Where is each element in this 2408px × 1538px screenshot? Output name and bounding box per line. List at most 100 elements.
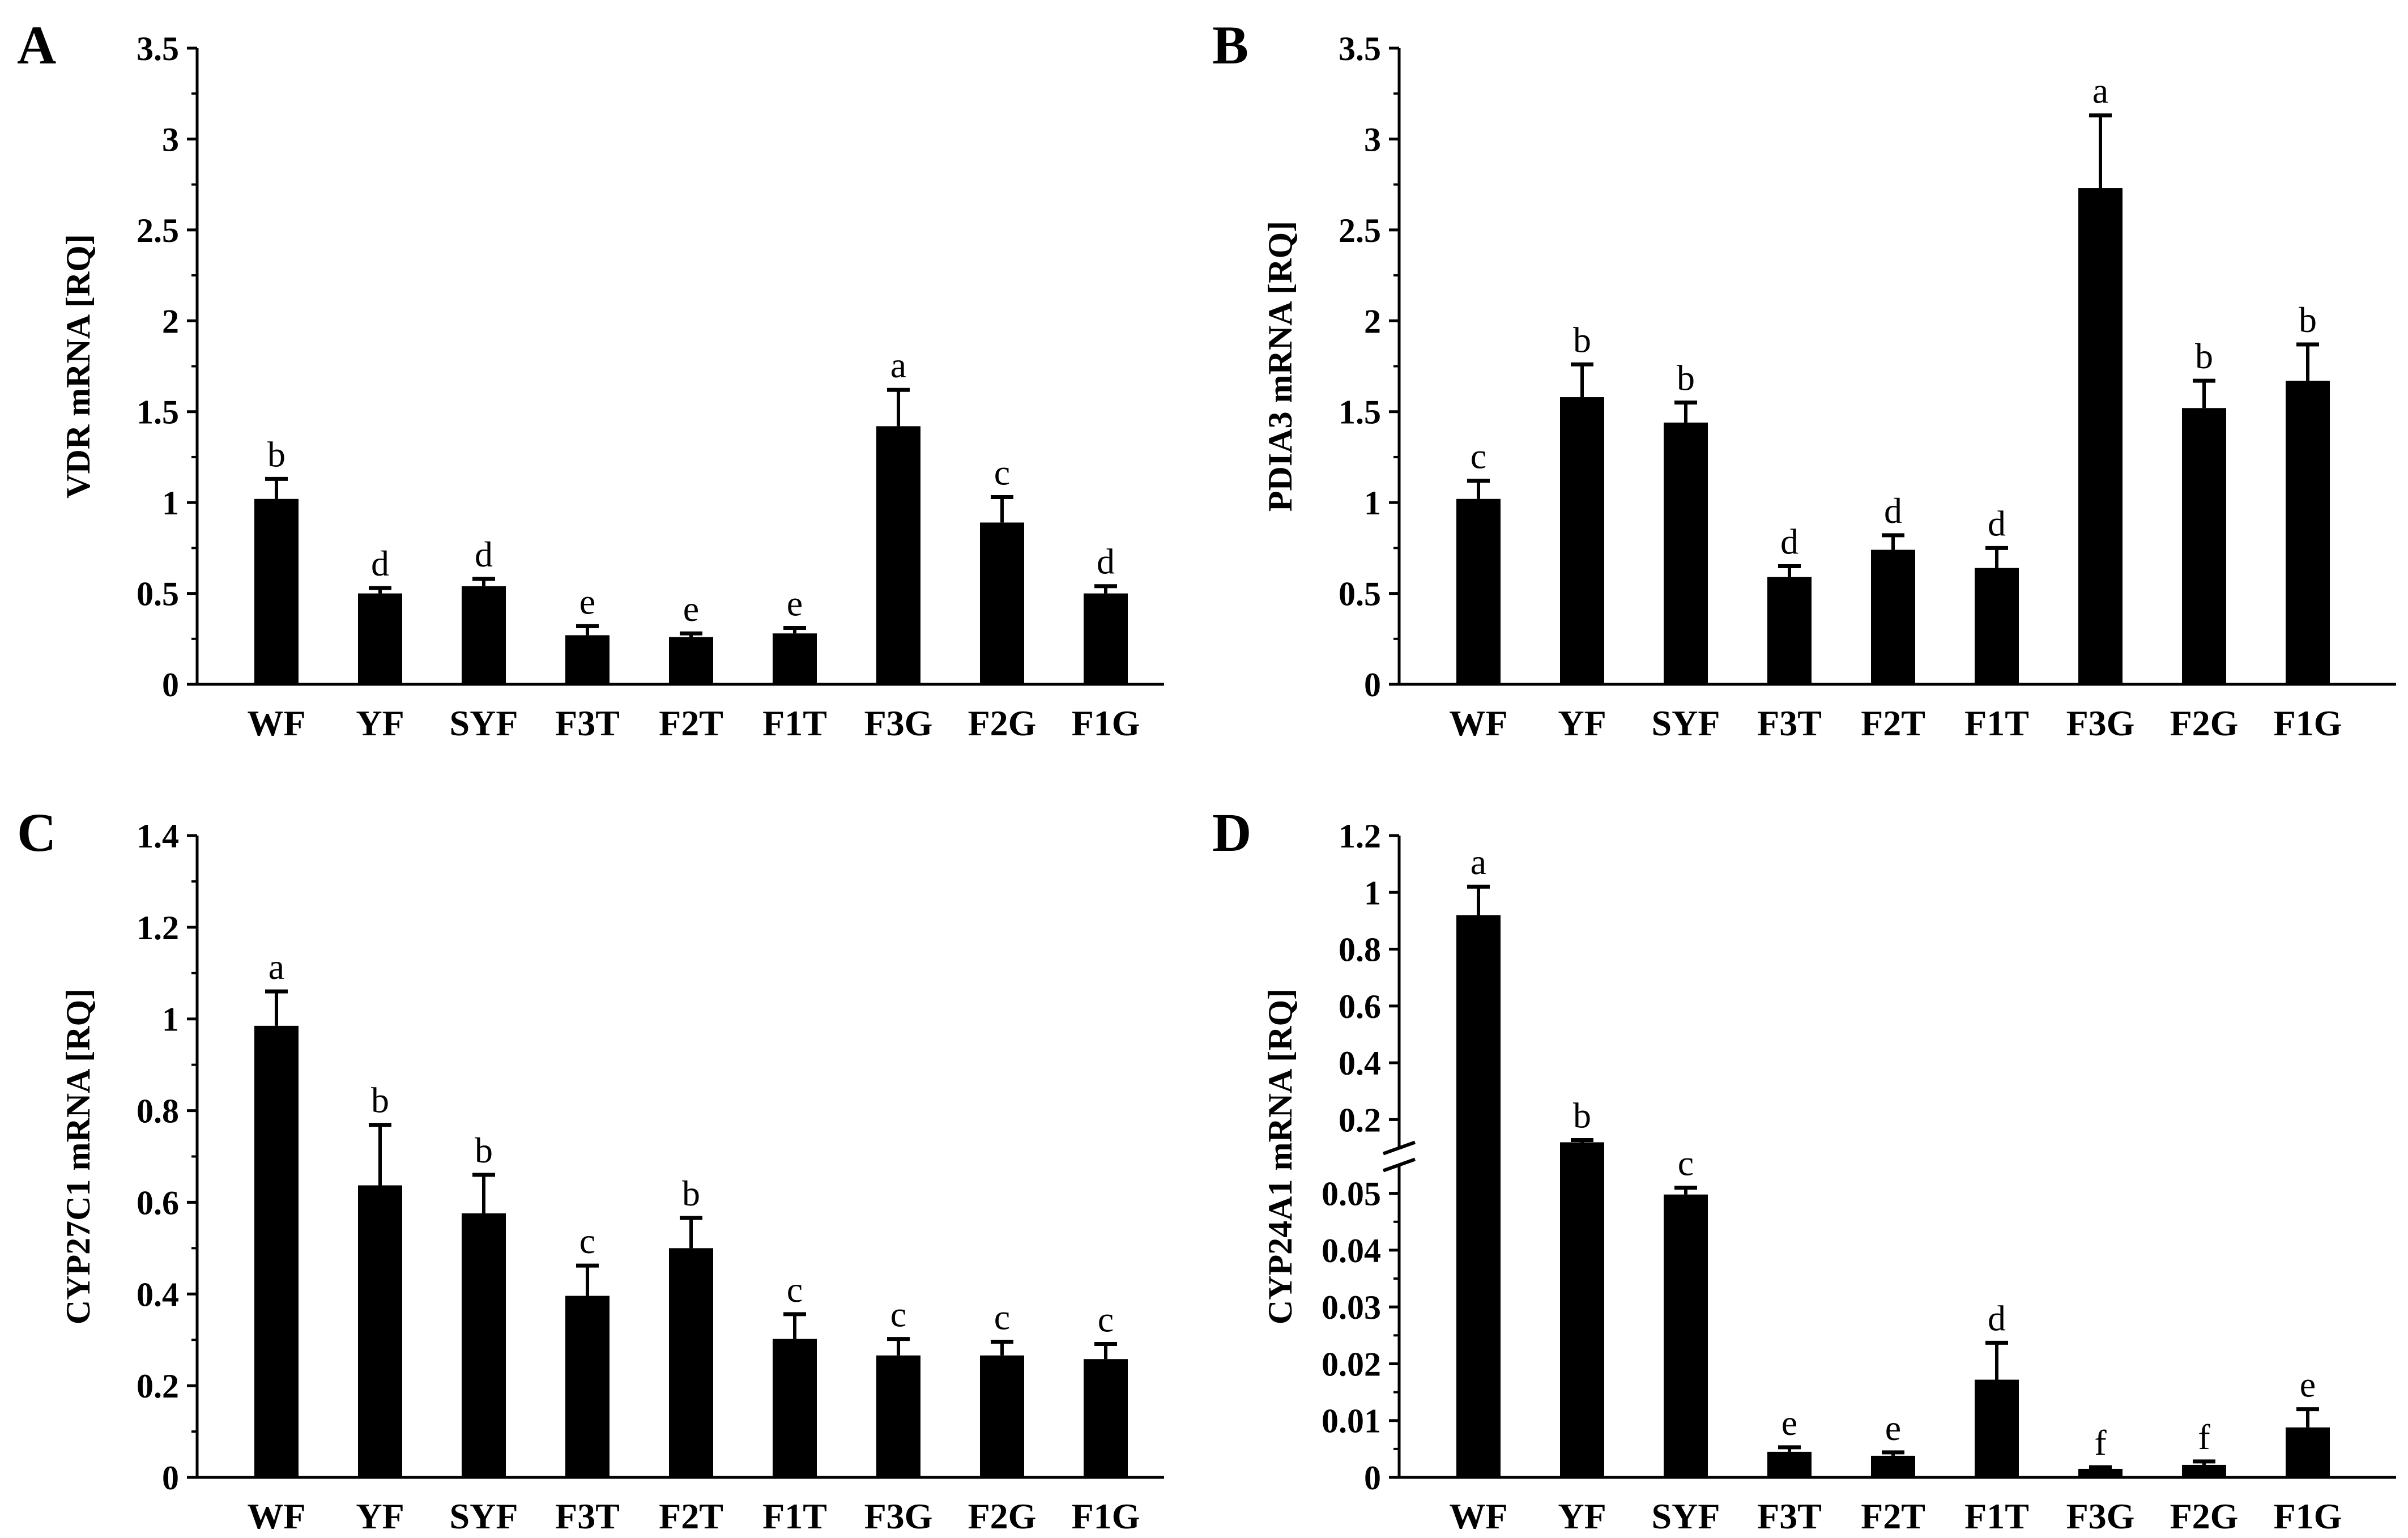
y-tick-label: 0.4 <box>137 1276 179 1313</box>
bar-wf <box>1456 499 1501 684</box>
significance-letter: b <box>371 1080 389 1121</box>
x-tick-label: WF <box>1449 1496 1507 1536</box>
significance-letter: e <box>579 581 595 621</box>
y-tick-label: 0.03 <box>1322 1289 1381 1326</box>
y-tick-label: 0.02 <box>1322 1345 1381 1383</box>
axis-break-mark <box>1382 1157 1416 1173</box>
y-tick-label: 1 <box>162 484 179 522</box>
bar-f2t <box>1871 549 1915 684</box>
bar-f3g <box>876 426 920 684</box>
significance-letter: a <box>890 345 906 385</box>
panel-letter: D <box>1212 802 1251 863</box>
x-tick-label: SYF <box>1652 703 1720 743</box>
x-tick-label: WF <box>247 1496 305 1536</box>
x-tick-label: F3G <box>2066 703 2135 743</box>
x-tick-label: F2G <box>2170 1496 2239 1536</box>
bar-f1t <box>1975 1379 2019 1477</box>
y-tick-label: 2 <box>1364 303 1381 340</box>
bar-syf <box>1664 1194 1708 1477</box>
significance-letter: d <box>1988 503 2006 543</box>
x-tick-label: WF <box>247 703 305 743</box>
y-tick-label: 0.8 <box>137 1093 179 1130</box>
y-axis-label: VDR mRNA [RQ] <box>59 234 97 499</box>
significance-letter: e <box>683 589 699 629</box>
y-tick-label: 2.5 <box>137 212 179 249</box>
bar-wf <box>1456 915 1501 1477</box>
significance-letter: f <box>2094 1422 2107 1463</box>
bar-f1t <box>1975 568 2019 684</box>
y-tick-label: 0.01 <box>1322 1403 1381 1440</box>
x-tick-label: YF <box>356 1496 404 1536</box>
x-tick-label: F2G <box>2170 703 2239 743</box>
bar-yf <box>358 593 402 684</box>
significance-letter: f <box>2198 1417 2210 1457</box>
significance-letter: e <box>1782 1403 1797 1443</box>
x-tick-label: F1G <box>1072 1496 1140 1536</box>
x-tick-label: F3G <box>2066 1496 2135 1536</box>
x-tick-label: F3G <box>864 1496 933 1536</box>
y-tick-label: 0 <box>162 1459 179 1497</box>
x-tick-label: F2T <box>659 703 723 743</box>
y-tick-label: 1 <box>1364 874 1381 911</box>
x-tick-label: SYF <box>1652 1496 1720 1536</box>
x-tick-label: SYF <box>450 703 518 743</box>
y-tick-label: 1.2 <box>137 909 179 947</box>
y-tick-label: 3 <box>1364 121 1381 158</box>
bar-f2g <box>2182 1464 2226 1477</box>
y-tick-label: 3.5 <box>1339 30 1381 67</box>
x-tick-label: F1G <box>2274 703 2342 743</box>
y-tick-label: 1.4 <box>137 817 179 855</box>
x-tick-label: F1T <box>1964 703 2029 743</box>
x-tick-label: F3T <box>555 703 620 743</box>
y-tick-label: 3 <box>162 121 179 158</box>
x-tick-label: F2G <box>968 703 1037 743</box>
y-tick-label: 2 <box>162 303 179 340</box>
x-tick-label: F2T <box>659 1496 723 1536</box>
significance-letter: e <box>2300 1365 2316 1405</box>
panel-letter: A <box>17 15 56 75</box>
significance-letter: b <box>2195 336 2213 376</box>
bar-yf <box>1560 397 1604 684</box>
bar-f2g <box>2182 408 2226 684</box>
y-tick-label: 1 <box>162 1001 179 1038</box>
bar-f2t <box>1871 1455 1915 1477</box>
panel-d: D 0 0.01 0.02 0.03 0.04 0.05 0.2 0.4 0.6 0.8 1 1.2 CY… <box>1212 802 2396 1536</box>
x-tick-label: F3T <box>1757 703 1822 743</box>
x-tick-label: F1G <box>2274 1496 2342 1536</box>
x-tick-label: WF <box>1449 703 1507 743</box>
y-axis-label: CYP24A1 mRNA [RQ] <box>1261 989 1299 1324</box>
axis-break-mark <box>1382 1140 1416 1156</box>
significance-letter: e <box>787 583 803 624</box>
bar-f3t <box>565 635 610 684</box>
panel-c: C 0 0.2 0.4 0.6 0.8 1 1.2 1.4 CYP27C1 mRNA [RQ] a W… <box>17 802 1164 1536</box>
bar-f3g <box>2078 188 2123 684</box>
x-tick-label: YF <box>1558 1496 1606 1536</box>
bar-f3g <box>2078 1468 2123 1477</box>
bar-f1g <box>2286 1427 2330 1477</box>
y-tick-label: 0.2 <box>1339 1101 1381 1139</box>
significance-letter: c <box>994 1297 1010 1337</box>
x-tick-label: F1T <box>1964 1496 2029 1536</box>
y-tick-label: 0 <box>1364 1459 1381 1497</box>
bar-f1g <box>2286 381 2330 684</box>
y-tick-label: 0.5 <box>1339 576 1381 613</box>
x-tick-label: F2T <box>1861 1496 1925 1536</box>
significance-letter: c <box>1098 1299 1114 1339</box>
y-tick-label: 0.4 <box>1339 1045 1381 1082</box>
bar-syf <box>462 1213 506 1477</box>
bar-wf <box>254 1025 299 1477</box>
significance-letter: d <box>371 543 389 583</box>
bar-f2g <box>980 1355 1024 1477</box>
significance-letter: a <box>268 947 284 987</box>
x-tick-label: F1G <box>1072 703 1140 743</box>
bar-f1t <box>773 633 817 684</box>
significance-letter: a <box>1471 842 1486 882</box>
significance-letter: b <box>475 1130 493 1170</box>
x-tick-label: SYF <box>450 1496 518 1536</box>
x-tick-label: F2T <box>1861 703 1925 743</box>
y-axis-label: CYP27C1 mRNA [RQ] <box>59 989 97 1324</box>
bar-wf <box>254 499 299 684</box>
significance-letter: d <box>1780 521 1798 561</box>
y-tick-label: 1.5 <box>1339 394 1381 431</box>
